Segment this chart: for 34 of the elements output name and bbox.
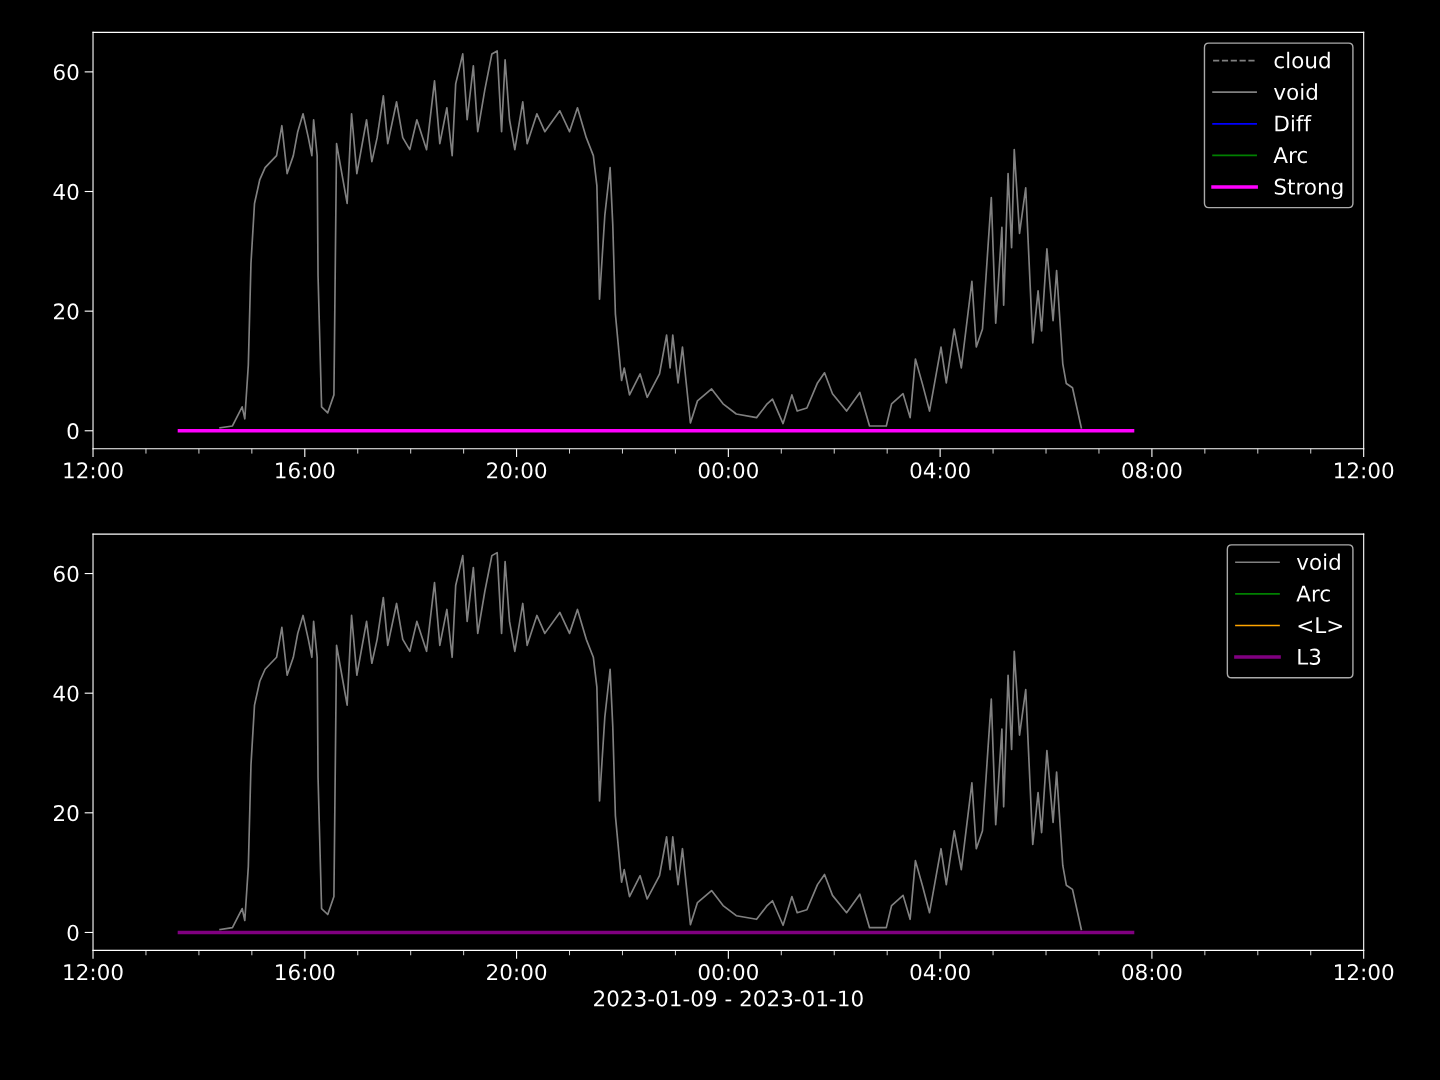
legend-label: Arc <box>1296 585 1330 602</box>
x-tick-label: 04:00 <box>910 462 970 479</box>
legend-label: void <box>1273 83 1317 101</box>
line-series <box>219 50 1083 429</box>
legend-label: <L> <box>1298 617 1343 633</box>
y-tick-label: 60 <box>53 565 79 583</box>
x-tick-label: 08:00 <box>1122 963 1182 981</box>
x-tick-label: 04:00 <box>910 963 970 981</box>
y-tick-label: 0 <box>67 422 79 440</box>
legend-label: Arc <box>1273 147 1307 164</box>
legend-label: Strong <box>1274 178 1343 199</box>
legend-label: cloud <box>1274 51 1330 69</box>
x-tick-label: 20:00 <box>487 963 547 981</box>
x-tick-label: 08:00 <box>1122 462 1182 479</box>
legend-label: L3 <box>1298 648 1321 665</box>
x-tick-label: 12:00 <box>1335 963 1394 981</box>
y-tick-label: 40 <box>53 685 79 702</box>
legend-label: Diff <box>1275 114 1312 132</box>
x-tick-label: 00:00 <box>698 963 758 981</box>
line-series <box>219 551 1083 931</box>
x-tick-label: 12:00 <box>1335 462 1394 479</box>
y-tick-label: 20 <box>54 805 79 822</box>
x-tick-label: 16:00 <box>276 963 335 981</box>
x-tick-label: 12:00 <box>64 462 123 479</box>
legend-label: void <box>1296 553 1340 571</box>
y-tick-label: 40 <box>53 183 79 200</box>
x-tick-label: 20:00 <box>487 462 547 479</box>
y-tick-label: 20 <box>54 303 79 320</box>
y-tick-label: 60 <box>53 64 79 81</box>
x-tick-label: 16:00 <box>276 462 335 479</box>
x-tick-label: 12:00 <box>64 963 123 981</box>
x-tick-label: 00:00 <box>698 462 758 479</box>
x-axis-title: 2023-01-09 - 2023-01-10 <box>594 990 863 1007</box>
y-tick-label: 0 <box>67 924 79 941</box>
